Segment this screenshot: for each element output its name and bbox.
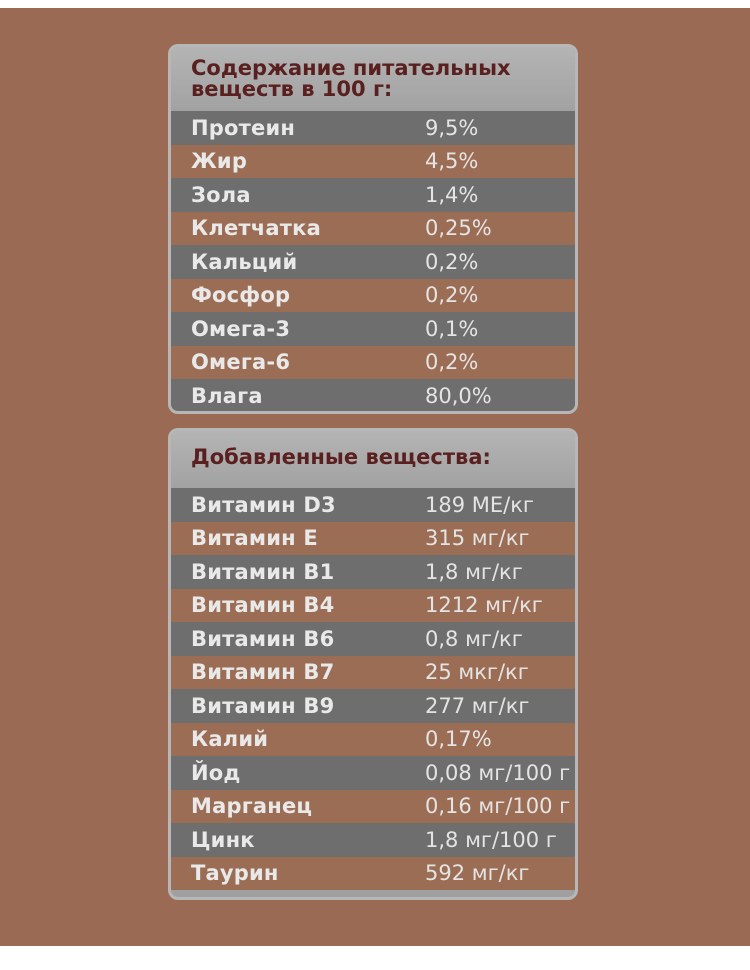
nutrient-value: 0,2% — [425, 283, 479, 308]
additive-name: Калий — [191, 727, 269, 752]
additive-name: Йод — [191, 760, 241, 785]
additive-name: Витамин В7 — [191, 660, 335, 685]
nutrient-name: Жир — [191, 149, 248, 174]
nutrient-name: Омега-3 — [191, 316, 291, 341]
table-row: Жир 4,5% — [171, 144, 575, 178]
table-row: Омега-6 0,2% — [171, 345, 575, 379]
nutrient-value: 4,5% — [425, 149, 479, 174]
additive-value: 1212 мг/кг — [425, 593, 543, 618]
table-row: Фосфор 0,2% — [171, 278, 575, 312]
table-row: Кальций 0,2% — [171, 245, 575, 279]
table-row: Витамин В6 0,8 мг/кг — [171, 622, 575, 656]
nutrient-value: 80,0% — [425, 383, 492, 408]
additive-value: 25 мкг/кг — [425, 660, 529, 685]
additive-name: Витамин D3 — [191, 492, 336, 517]
nutrient-name: Влага — [191, 383, 263, 408]
nutrient-value: 0,25% — [425, 216, 492, 241]
table-row: Витамин Е 315 мг/кг — [171, 521, 575, 555]
table-row: Марганец 0,16 мг/100 г — [171, 789, 575, 823]
additive-name: Витамин Е — [191, 526, 318, 551]
nutrient-name: Омега-6 — [191, 350, 291, 375]
additive-value: 315 мг/кг — [425, 526, 530, 551]
nutrients-title-line1: Содержание питательных — [191, 56, 511, 80]
table-row: Зола 1,4% — [171, 178, 575, 212]
additive-value: 1,8 мг/100 г — [425, 827, 557, 852]
additive-value: 189 МЕ/кг — [425, 492, 534, 517]
additives-title: Добавленные вещества: — [171, 431, 575, 488]
additive-name: Цинк — [191, 827, 255, 852]
table-row: Таурин 592 мг/кг — [171, 856, 575, 890]
additive-value: 0,08 мг/100 г — [425, 760, 571, 785]
nutrient-name: Кальций — [191, 249, 298, 274]
additive-name: Витамин В6 — [191, 626, 335, 651]
table-row: Влага 80,0% — [171, 379, 575, 411]
additive-value: 0,17% — [425, 727, 492, 752]
nutrients-title-line2: веществ в 100 г: — [191, 77, 393, 101]
nutrients-panel: Содержание питательных веществ в 100 г: … — [168, 44, 578, 414]
additive-name: Таурин — [191, 861, 279, 886]
table-row: Витамин В4 1212 мг/кг — [171, 588, 575, 622]
additive-value: 1,8 мг/кг — [425, 559, 523, 584]
table-row: Клетчатка 0,25% — [171, 211, 575, 245]
nutrient-value: 0,2% — [425, 350, 479, 375]
table-row: Витамин D3 189 МЕ/кг — [171, 488, 575, 522]
additive-name: Витамин В9 — [191, 693, 335, 718]
nutrient-value: 1,4% — [425, 182, 479, 207]
table-row: Витамин В7 25 мкг/кг — [171, 655, 575, 689]
table-row: Омега-3 0,1% — [171, 312, 575, 346]
additive-name: Витамин В4 — [191, 593, 335, 618]
additive-value: 277 мг/кг — [425, 693, 530, 718]
table-row: Калий 0,17% — [171, 722, 575, 756]
nutrient-name: Протеин — [191, 115, 296, 140]
table-row: Протеин 9,5% — [171, 111, 575, 145]
table-row: Витамин В9 277 мг/кг — [171, 689, 575, 723]
nutrient-name: Клетчатка — [191, 216, 321, 241]
top-white-strip — [0, 0, 750, 8]
nutrient-value: 9,5% — [425, 115, 479, 140]
table-row: Витамин В1 1,8 мг/кг — [171, 555, 575, 589]
table-row: Йод 0,08 мг/100 г — [171, 756, 575, 790]
additive-value: 0,8 мг/кг — [425, 626, 523, 651]
additive-name: Витамин В1 — [191, 559, 335, 584]
bottom-white-strip — [0, 946, 750, 970]
additives-table: Витамин D3 189 МЕ/кг Витамин Е 315 мг/кг В… — [171, 488, 575, 890]
nutrients-title: Содержание питательных веществ в 100 г: — [171, 47, 575, 111]
table-row: Цинк 1,8 мг/100 г — [171, 823, 575, 857]
additive-value: 592 мг/кг — [425, 861, 530, 886]
additive-value: 0,16 мг/100 г — [425, 794, 571, 819]
nutrients-table: Протеин 9,5% Жир 4,5% Зола 1,4% Клетчатка 0,… — [171, 111, 575, 411]
additives-panel: Добавленные вещества: Витамин D3 189 МЕ/к… — [168, 428, 578, 900]
nutrient-value: 0,2% — [425, 249, 479, 274]
nutrient-name: Фосфор — [191, 283, 291, 308]
additive-name: Марганец — [191, 794, 313, 819]
nutrient-value: 0,1% — [425, 316, 479, 341]
nutrient-name: Зола — [191, 182, 251, 207]
